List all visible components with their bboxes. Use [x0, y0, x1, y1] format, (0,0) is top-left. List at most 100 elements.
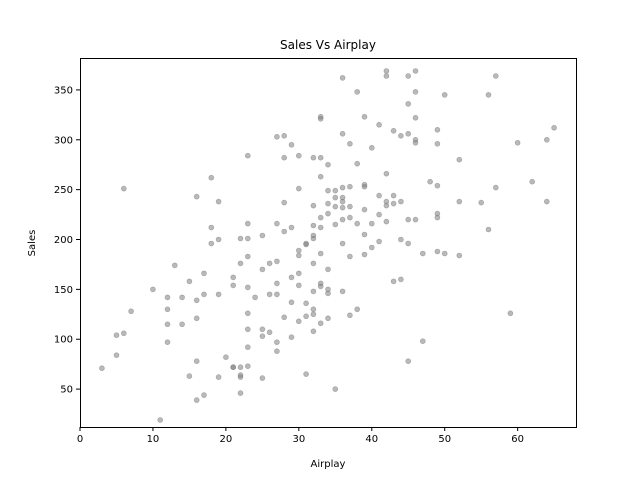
scatter-point: [259, 333, 266, 340]
scatter-point: [150, 286, 156, 293]
scatter-point: [383, 68, 390, 74]
scatter-point: [376, 238, 382, 245]
scatter-point: [383, 202, 390, 209]
scatter-point: [259, 232, 266, 239]
x-tick-label: 20: [220, 434, 233, 445]
scatter-point: [339, 198, 346, 205]
scatter-point: [230, 274, 236, 281]
scatter-point: [274, 220, 280, 227]
scatter-point: [354, 220, 361, 227]
scatter-point: [201, 291, 207, 298]
scatter-point: [529, 178, 536, 185]
scatter-point: [317, 250, 324, 257]
scatter-point: [223, 354, 229, 361]
scatter-point: [281, 154, 288, 161]
scatter-point: [332, 187, 339, 194]
scatter-point: [121, 185, 127, 192]
scatter-point: [245, 363, 251, 370]
scatter-point: [441, 92, 448, 98]
scatter-point: [303, 313, 309, 320]
scatter-point: [354, 160, 361, 167]
scatter-point: [164, 294, 171, 301]
scatter-point: [201, 392, 207, 398]
scatter-point: [398, 198, 404, 205]
scatter-point: [215, 236, 222, 243]
points-layer: [99, 68, 557, 423]
scatter-point: [237, 364, 244, 371]
scatter-point: [419, 338, 426, 345]
scatter-point: [164, 306, 171, 313]
scatter-point: [427, 178, 433, 185]
scatter-point: [325, 161, 331, 168]
scatter-point: [288, 142, 295, 148]
scatter-point: [288, 224, 295, 231]
scatter-point: [310, 260, 317, 267]
scatter-point: [274, 258, 280, 265]
scatter-point: [266, 291, 273, 298]
scatter-point: [99, 365, 105, 372]
scatter-point: [325, 187, 331, 194]
scatter-point: [405, 73, 412, 79]
x-tick-label: 30: [292, 434, 305, 445]
scatter-point: [295, 247, 302, 254]
scatter-point: [339, 184, 346, 191]
y-tick-label: 150: [54, 285, 73, 296]
scatter-point: [507, 310, 514, 317]
scatter-point: [514, 140, 521, 146]
scatter-point: [347, 183, 353, 190]
scatter-point: [456, 252, 463, 259]
scatter-point: [215, 374, 222, 380]
scatter-point: [303, 371, 309, 377]
scatter-point: [383, 218, 390, 225]
scatter-point: [186, 373, 193, 379]
x-tick-label: 10: [147, 434, 160, 445]
scatter-point: [339, 240, 346, 247]
scatter-point: [332, 221, 339, 228]
scatter-point: [310, 154, 317, 161]
scatter-point: [310, 202, 317, 209]
scatter-point: [281, 199, 288, 206]
scatter-point: [398, 236, 404, 243]
y-axis-ticks: 50 100 150 200 250 300 350: [54, 85, 80, 396]
y-axis-label: Sales: [27, 230, 38, 257]
scatter-point: [245, 344, 251, 351]
scatter-point: [237, 390, 244, 396]
scatter-point: [274, 339, 280, 346]
scatter-point: [383, 73, 390, 79]
scatter-point: [310, 306, 317, 313]
scatter-point: [259, 375, 266, 381]
scatter-point: [405, 131, 412, 137]
scatter-point: [383, 170, 390, 177]
scatter-point: [339, 204, 346, 211]
scatter-point: [317, 116, 324, 122]
scatter-point: [259, 266, 266, 273]
scatter-point: [398, 276, 404, 283]
scatter-point: [193, 397, 200, 403]
scatter-point: [456, 198, 463, 205]
scatter-point: [245, 220, 251, 227]
scatter-point: [172, 262, 178, 269]
scatter-point: [339, 131, 346, 137]
scatter-point: [398, 133, 404, 139]
scatter-point: [368, 220, 375, 227]
scatter-point: [245, 310, 251, 317]
scatter-point: [390, 192, 397, 199]
scatter-point: [252, 294, 258, 301]
scatter-point: [405, 358, 412, 365]
scatter-point: [405, 101, 412, 107]
x-tick-label: 40: [365, 434, 378, 445]
scatter-point: [274, 280, 280, 287]
scatter-point: [303, 240, 309, 247]
scatter-point: [347, 141, 353, 147]
scatter-point: [121, 330, 127, 337]
scatter-point: [412, 140, 419, 146]
scatter-point: [295, 282, 302, 289]
y-tick-label: 100: [54, 335, 73, 346]
x-tick-label: 0: [77, 434, 83, 445]
scatter-point: [245, 253, 251, 260]
scatter-point: [492, 73, 499, 79]
scatter-point: [434, 248, 441, 255]
scatter-point: [193, 193, 200, 200]
